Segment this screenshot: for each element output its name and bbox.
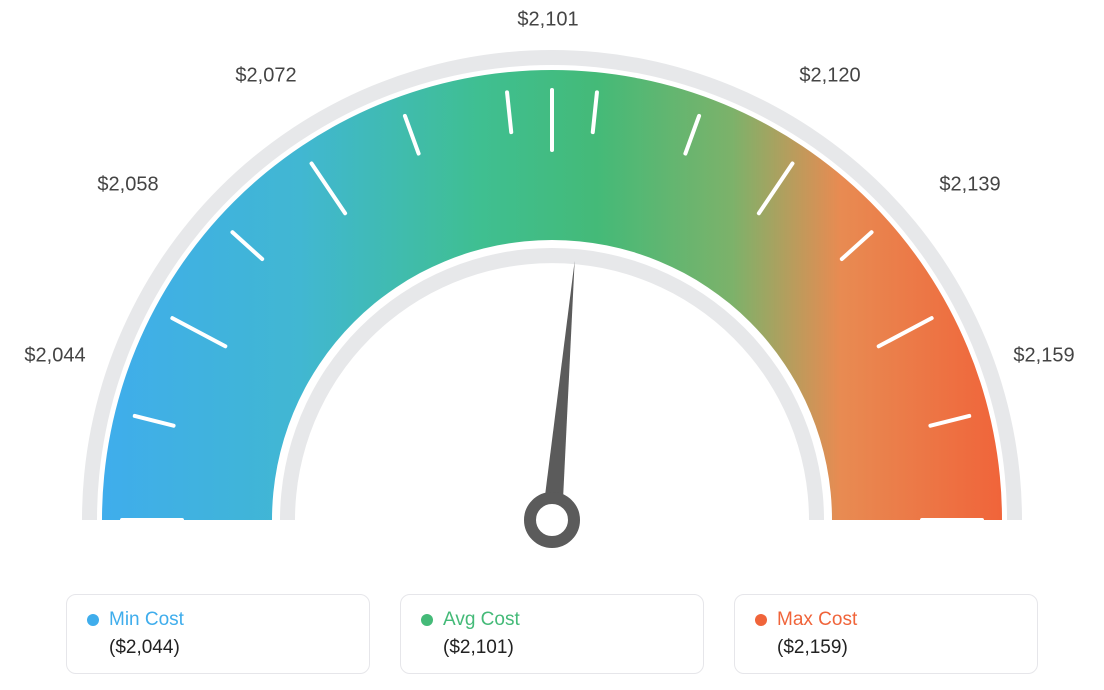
- legend-label-avg: Avg Cost: [443, 609, 520, 631]
- gauge-area: $2,044 $2,058 $2,072 $2,101 $2,120 $2,139 $2,1…: [0, 0, 1104, 560]
- legend-card-min: Min Cost ($2,044): [66, 594, 370, 674]
- legend-row: Min Cost ($2,044) Avg Cost ($2,101) Max …: [0, 594, 1104, 674]
- legend-label-min: Min Cost: [109, 609, 184, 631]
- gauge-tick-label: $2,120: [799, 65, 860, 88]
- gauge-tick-label: $2,139: [939, 174, 1000, 197]
- dot-avg: [421, 614, 433, 626]
- gauge-svg: [0, 0, 1104, 560]
- dot-min: [87, 614, 99, 626]
- gauge-chart-widget: { "gauge": { "type": "gauge", "min": 204…: [0, 0, 1104, 690]
- legend-value-min: ($2,044): [87, 637, 349, 659]
- legend-card-max: Max Cost ($2,159): [734, 594, 1038, 674]
- legend-value-avg: ($2,101): [421, 637, 683, 659]
- legend-value-max: ($2,159): [755, 637, 1017, 659]
- gauge-tick-label: $2,101: [517, 9, 578, 32]
- gauge-hub: [530, 498, 574, 542]
- legend-label-max: Max Cost: [777, 609, 857, 631]
- legend-card-avg: Avg Cost ($2,101): [400, 594, 704, 674]
- gauge-tick-label: $2,044: [24, 345, 85, 368]
- gauge-tick-label: $2,159: [1013, 345, 1074, 368]
- gauge-needle: [542, 261, 575, 521]
- gauge-tick-label: $2,058: [97, 174, 158, 197]
- dot-max: [755, 614, 767, 626]
- gauge-tick-label: $2,072: [235, 65, 296, 88]
